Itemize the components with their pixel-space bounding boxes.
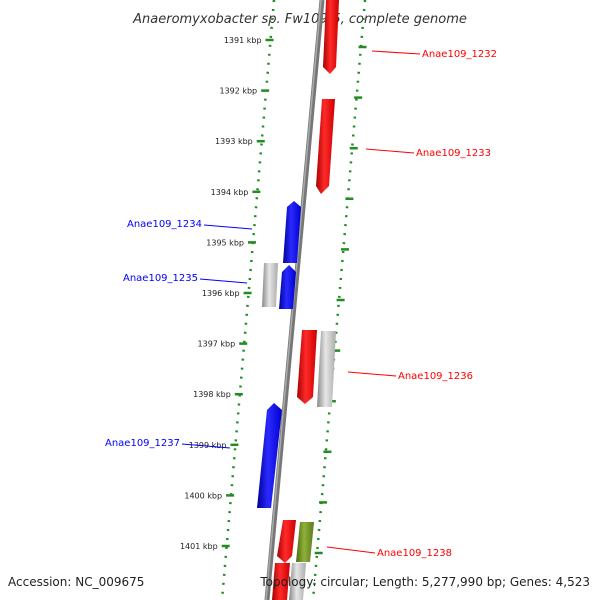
outer-right-guide: [311, 0, 367, 600]
map-title: Anaeromyxobacter sp. Fw109-5, complete g…: [132, 12, 467, 27]
gene-anae109-1234[interactable]: [283, 201, 301, 263]
scale-tick-label: 1401 kbp: [180, 542, 218, 551]
accession-text: Accession: NC_009675: [8, 575, 144, 589]
scale-tick-label: 1399 kbp: [189, 441, 227, 450]
gene-label[interactable]: Anae109_1238: [377, 548, 452, 559]
gene-red-bottom[interactable]: [272, 563, 290, 600]
gene-anae109-1238[interactable]: [277, 520, 296, 563]
scale-tick-label: 1393 kbp: [215, 137, 253, 146]
gene-grey-bottom[interactable]: [289, 563, 306, 600]
scale-ticks: 1391 kbp 1392 kbp 1393 kbp 1394 kbp 1395 kbp…: [180, 36, 367, 555]
gene-features: [257, 0, 339, 600]
scale-tick-label: 1391 kbp: [224, 36, 262, 45]
gene-label[interactable]: Anae109_1234: [127, 219, 202, 230]
scale-tick-label: 1394 kbp: [211, 188, 249, 197]
gene-anae109-1236[interactable]: [297, 330, 317, 404]
gene-labels: Anae109_1232 Anae109_1233 Anae109_1234 Anae…: [105, 49, 497, 559]
genome-backbone: [264, 0, 325, 600]
gene-anae109-1237[interactable]: [257, 403, 282, 508]
gene-anae109-1232[interactable]: [323, 0, 339, 74]
gene-label[interactable]: Anae109_1236: [398, 371, 473, 382]
gene-label-leader: [203, 224, 253, 230]
scale-tick-label: 1392 kbp: [219, 87, 257, 96]
gene-olive-1238[interactable]: [296, 522, 314, 562]
gene-anae109-1235[interactable]: [279, 265, 296, 309]
gene-rna-1235[interactable]: [262, 263, 278, 307]
scale-tick-label: 1397 kbp: [198, 340, 236, 349]
gene-label[interactable]: Anae109_1233: [416, 148, 491, 159]
gene-anae109-1233[interactable]: [316, 99, 335, 194]
summary-text: Topology: circular; Length: 5,277,990 bp…: [259, 575, 590, 589]
gene-label-leader: [371, 50, 421, 55]
gene-label[interactable]: Anae109_1232: [422, 49, 497, 60]
gene-rna-1236[interactable]: [317, 331, 336, 407]
gene-label-leader: [347, 371, 397, 377]
scale-tick-label: 1395 kbp: [206, 238, 244, 247]
scale-tick-label: 1400 kbp: [184, 491, 222, 500]
scale-tick-label: 1398 kbp: [193, 390, 231, 399]
outer-left-guide: [220, 0, 276, 600]
gene-label[interactable]: Anae109_1237: [105, 438, 180, 449]
gene-label[interactable]: Anae109_1235: [123, 273, 198, 284]
gene-label-leader: [326, 546, 376, 554]
gene-label-leader: [365, 148, 415, 154]
gene-label-leader: [199, 278, 248, 284]
label-leaders: [181, 50, 421, 554]
scale-tick-label: 1396 kbp: [202, 289, 240, 298]
gene-label-leader: [181, 443, 231, 449]
